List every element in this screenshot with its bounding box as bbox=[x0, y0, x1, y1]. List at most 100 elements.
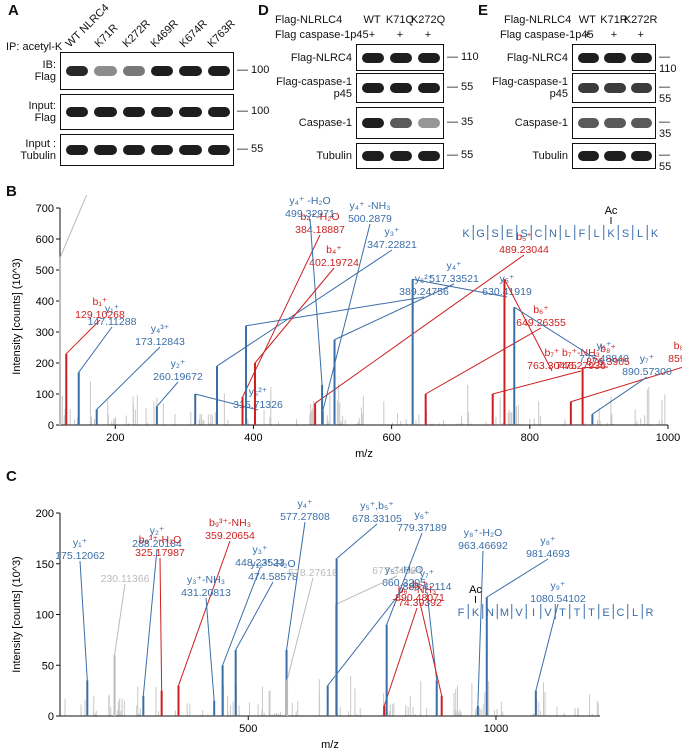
protein-band bbox=[417, 118, 441, 128]
peak-leader-line bbox=[419, 602, 443, 696]
peak-annotation: 384.18887 bbox=[295, 224, 345, 236]
peak-leader-line bbox=[254, 267, 335, 364]
x-tick-label: 800 bbox=[521, 432, 539, 444]
panel-e-label: E bbox=[478, 2, 489, 19]
sequence-residue: T bbox=[588, 607, 595, 619]
peak-annotation: 175.12062 bbox=[55, 550, 105, 562]
peak-leader-line bbox=[245, 296, 425, 327]
y-tick-label: 50 bbox=[42, 660, 54, 672]
peak-leader-line bbox=[386, 532, 423, 625]
blot-membrane bbox=[356, 107, 444, 139]
molecular-weight-marker: — 55 bbox=[659, 81, 672, 105]
sequence-residue: V bbox=[515, 607, 523, 619]
protein-band bbox=[361, 83, 385, 93]
peak-annotation: 315.71326 bbox=[233, 399, 283, 411]
protein-band bbox=[631, 151, 653, 161]
peak-annotation: y₂⁺ bbox=[171, 358, 186, 370]
peak-annotation: y₃⁺ bbox=[252, 544, 268, 556]
molecular-weight-marker: — 55 bbox=[237, 143, 264, 155]
sequence-residue: L bbox=[593, 228, 599, 240]
y-axis-label: Intensity [counts] (10^3) bbox=[11, 258, 23, 374]
peak-annotation: 129.10268 bbox=[75, 309, 125, 321]
peak-annotation: b₆⁺ bbox=[533, 304, 549, 316]
lane-plus-sign: + bbox=[610, 29, 618, 41]
molecular-weight-marker: — 110 bbox=[659, 50, 677, 75]
peak-leader-line bbox=[535, 603, 559, 691]
peak-annotation: y₅⁺ bbox=[499, 273, 514, 285]
sequence-residue: N bbox=[486, 607, 494, 619]
protein-band bbox=[207, 107, 231, 117]
protein-band bbox=[150, 145, 174, 155]
peak-leader-line bbox=[592, 376, 648, 415]
peak-leader-line bbox=[96, 346, 161, 410]
molecular-weight-marker: — 55 bbox=[659, 149, 672, 173]
lane-plus-sign: + bbox=[637, 29, 644, 41]
lane-label: K71R bbox=[92, 22, 120, 50]
peak-annotation: y₄⁺ bbox=[446, 260, 462, 272]
blot-membrane bbox=[356, 143, 444, 169]
peak-leader-line bbox=[336, 523, 378, 560]
peak-annotation: 890.48071 bbox=[395, 592, 445, 604]
sequence-residue: K bbox=[651, 228, 659, 240]
sequence-residue: T bbox=[559, 607, 566, 619]
peak-annotation: y₈⁺-H₂O bbox=[464, 527, 502, 539]
peak-leader-line bbox=[142, 548, 158, 696]
blot-membrane bbox=[356, 44, 444, 71]
peak-leader-line bbox=[582, 366, 609, 369]
protein-band bbox=[150, 107, 174, 117]
molecular-weight-marker: — 35 bbox=[659, 116, 672, 140]
protein-band bbox=[389, 118, 413, 128]
peak-annotation: y₂⁺ bbox=[150, 525, 165, 537]
protein-band bbox=[604, 52, 626, 63]
blot-membrane bbox=[60, 134, 234, 166]
peak-leader-line bbox=[159, 557, 163, 691]
panel-e-header-caspase: Flag caspase-1p45 bbox=[500, 29, 594, 41]
blot-row-label: Tubulin bbox=[532, 150, 568, 162]
lane-label: K71Q bbox=[385, 14, 415, 26]
peak-leader-line bbox=[334, 283, 455, 341]
peak-annotation: y₄³⁺ bbox=[151, 323, 170, 335]
peak-annotation: b₇⁺ bbox=[545, 347, 560, 359]
protein-band bbox=[179, 107, 202, 117]
panel-b-label: B bbox=[6, 183, 17, 200]
peak-annotation: 288.20184 bbox=[132, 538, 182, 550]
lane-label: WT bbox=[578, 14, 596, 26]
lane-label: K272R bbox=[120, 17, 153, 51]
y-tick-label: 600 bbox=[36, 234, 54, 246]
panel-a-label: A bbox=[8, 2, 19, 19]
peak-leader-line bbox=[492, 370, 582, 395]
peak-annotation: 777.48840 bbox=[579, 353, 629, 365]
peak-leader-line bbox=[504, 279, 553, 372]
peak-annotation: 963.46692 bbox=[458, 540, 508, 552]
peak-annotation: 173.12843 bbox=[135, 336, 185, 348]
protein-band bbox=[577, 151, 599, 161]
blot-membrane bbox=[572, 143, 656, 169]
peak-annotation: y₄⁺ bbox=[297, 498, 313, 510]
peak-annotation: b₈⁺-NH₃ bbox=[674, 340, 682, 352]
y-tick-label: 500 bbox=[36, 265, 54, 277]
sequence-residue: N bbox=[549, 228, 557, 240]
protein-band bbox=[577, 83, 599, 93]
panel-d-label: D bbox=[258, 2, 269, 19]
peak-annotation: 880.42114 bbox=[403, 581, 452, 593]
sequence-residue: I bbox=[532, 607, 535, 619]
peak-annotation: 499.32971 bbox=[285, 208, 335, 220]
sequence-residue: F bbox=[579, 228, 586, 240]
molecular-weight-marker: — 55 bbox=[447, 81, 474, 93]
spectrum-b-chart: 0 100 200 300 400 500 600 700 200 400 600 800 1000 m/… bbox=[11, 195, 682, 460]
sequence-residue: L bbox=[564, 228, 570, 240]
peak-annotation: 578.27618 bbox=[288, 567, 338, 579]
blot-row-label: IB: Flag bbox=[34, 59, 56, 83]
protein-band bbox=[389, 83, 413, 93]
protein-band bbox=[389, 52, 413, 63]
peak-leader-line bbox=[235, 581, 274, 651]
peak-leader-line bbox=[327, 587, 405, 686]
peak-leader-line bbox=[114, 583, 126, 656]
y-tick-label: 150 bbox=[36, 559, 54, 571]
peak-annotation: 347.22821 bbox=[367, 239, 417, 251]
x-tick-label: 1000 bbox=[484, 723, 508, 735]
protein-band bbox=[122, 145, 146, 155]
blot-row-label: Input : Tubulin bbox=[20, 138, 56, 162]
peak-annotation: 448.23523 bbox=[235, 557, 285, 569]
peak-annotation: 660.3205 bbox=[382, 577, 426, 589]
